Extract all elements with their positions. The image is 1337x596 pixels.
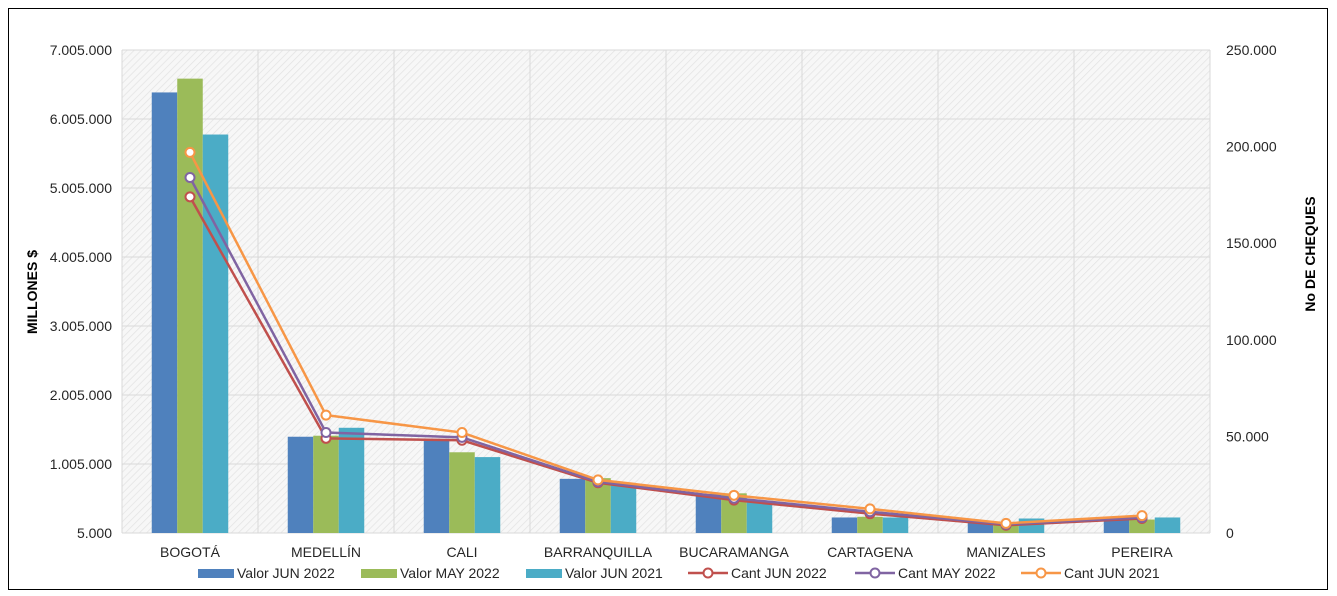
bar-valor-jun-2021 bbox=[610, 482, 637, 533]
bar-valor-jun-2022 bbox=[1103, 518, 1130, 533]
line-point-cant-jun-2021 bbox=[1136, 510, 1148, 522]
y-tick-label: 5.000 bbox=[77, 525, 112, 541]
line-cant-jun-2021 bbox=[188, 151, 1143, 525]
bar-valor-jun-2022 bbox=[695, 494, 722, 533]
bar-valor-jun-2022 bbox=[423, 438, 450, 533]
bar-valor-jun-2021 bbox=[338, 427, 365, 533]
y2-tick-label: 0 bbox=[1226, 525, 1234, 541]
bar-valor-jun-2022 bbox=[287, 436, 314, 533]
bar-valor-jun-2022 bbox=[559, 478, 586, 533]
y-tick-label: 3.005.000 bbox=[50, 318, 112, 334]
x-axis-ticks: BOGOTÁ MEDELLÍN CALI BARRANQUILLA BUCARAMANG… bbox=[160, 544, 1173, 560]
line-cant-may-2022 bbox=[188, 176, 1143, 526]
y-tick-label: 6.005.000 bbox=[50, 111, 112, 127]
y-tick-label: 7.005.000 bbox=[50, 42, 112, 58]
legend-label: Cant JUN 2022 bbox=[731, 565, 827, 581]
bar-valor-may-2022 bbox=[1129, 519, 1155, 533]
line-point-cant-jun-2021 bbox=[728, 489, 740, 501]
y-tick-label: 2.005.000 bbox=[50, 387, 112, 403]
bar-valor-jun-2021 bbox=[882, 517, 909, 533]
bar-valor-jun-2021 bbox=[1154, 517, 1181, 533]
legend-swatch-bar bbox=[361, 569, 397, 578]
bar-valor-may-2022 bbox=[313, 435, 339, 533]
bar-valor-may-2022 bbox=[857, 516, 883, 533]
legend-label: Cant MAY 2022 bbox=[898, 565, 996, 581]
bar-valor-jun-2022 bbox=[151, 92, 178, 533]
legend-label: Valor MAY 2022 bbox=[400, 565, 500, 581]
line-point-cant-jun-2021 bbox=[456, 427, 468, 439]
x-tick-label: BARRANQUILLA bbox=[544, 544, 653, 560]
x-tick-label: CARTAGENA bbox=[827, 544, 913, 560]
x-tick-label: MEDELLÍN bbox=[291, 544, 361, 560]
bar-series-group bbox=[151, 78, 1181, 533]
legend-label: Valor JUN 2021 bbox=[565, 565, 663, 581]
line-point-cant-jun-2021 bbox=[184, 146, 196, 158]
bar-valor-jun-2022 bbox=[831, 517, 858, 533]
bar-valor-jun-2021 bbox=[474, 457, 501, 533]
legend-swatch-bar bbox=[198, 569, 234, 578]
line-point-cant-jun-2022 bbox=[184, 191, 196, 203]
line-point-cant-jun-2021 bbox=[864, 503, 876, 515]
legend-swatch-marker bbox=[869, 567, 881, 579]
y2-axis-ticks: 0 50.000 100.000 150.000 200.000 250.000 bbox=[1226, 42, 1277, 541]
bar-valor-jun-2021 bbox=[746, 500, 773, 533]
y-tick-label: 5.005.000 bbox=[50, 180, 112, 196]
line-point-cant-may-2022 bbox=[184, 172, 196, 184]
x-tick-label: BOGOTÁ bbox=[160, 544, 221, 560]
y-axis-title: MILLONES $ bbox=[24, 250, 40, 334]
legend-swatch-marker bbox=[702, 567, 714, 579]
bar-valor-may-2022 bbox=[449, 452, 475, 533]
x-tick-label: MANIZALES bbox=[966, 544, 1045, 560]
line-point-cant-jun-2021 bbox=[1000, 517, 1012, 529]
bar-valor-may-2022 bbox=[177, 78, 203, 533]
y2-axis-title: No DE CHEQUES bbox=[1302, 196, 1318, 311]
y2-tick-label: 50.000 bbox=[1226, 428, 1269, 444]
gridlines bbox=[121, 49, 1211, 534]
bar-valor-jun-2022 bbox=[967, 522, 994, 533]
line-point-cant-jun-2021 bbox=[320, 409, 332, 421]
y2-tick-label: 100.000 bbox=[1226, 332, 1277, 348]
y-tick-label: 1.005.000 bbox=[50, 456, 112, 472]
legend-label: Cant JUN 2021 bbox=[1064, 565, 1160, 581]
y2-tick-label: 250.000 bbox=[1226, 42, 1277, 58]
legend-swatch-bar bbox=[526, 569, 562, 578]
legend-swatch-marker bbox=[1035, 567, 1047, 579]
x-tick-label: PEREIRA bbox=[1111, 544, 1173, 560]
y-axis-ticks: 5.000 1.005.000 2.005.000 3.005.000 4.005.00… bbox=[50, 42, 112, 541]
x-tick-label: CALI bbox=[446, 544, 477, 560]
line-point-cant-jun-2021 bbox=[592, 474, 604, 486]
y2-tick-label: 150.000 bbox=[1226, 235, 1277, 251]
y2-tick-label: 200.000 bbox=[1226, 139, 1277, 155]
x-tick-label: BUCARAMANGA bbox=[679, 544, 789, 560]
y-tick-label: 4.005.000 bbox=[50, 249, 112, 265]
bar-valor-jun-2021 bbox=[202, 134, 229, 533]
line-point-cant-may-2022 bbox=[320, 427, 332, 439]
legend: Valor JUN 2022 Valor MAY 2022 Valor JUN 20… bbox=[198, 565, 1160, 581]
legend-label: Valor JUN 2022 bbox=[237, 565, 335, 581]
line-series-group bbox=[184, 146, 1148, 531]
